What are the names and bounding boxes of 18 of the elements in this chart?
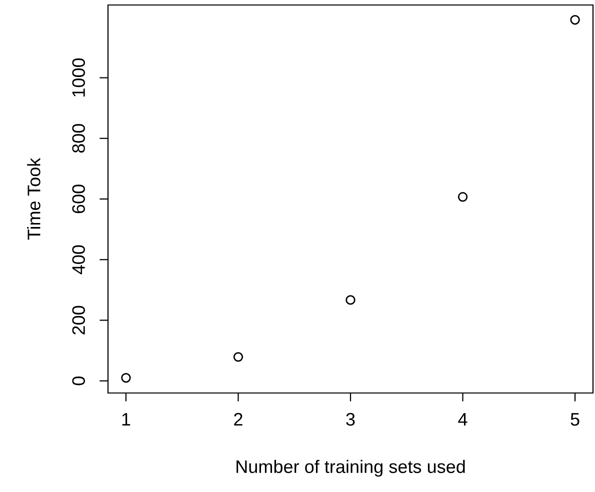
y-tick-label: 200 [72, 306, 85, 334]
y-tick-label: 0 [72, 376, 85, 386]
x-tick-label: 5 [570, 413, 580, 426]
y-tick-label: 800 [72, 124, 85, 153]
y-tick-label: 600 [72, 184, 85, 214]
point [346, 295, 356, 305]
x-tick-label: 3 [346, 412, 355, 426]
y-tick-label: 400 [72, 245, 85, 274]
point [570, 14, 580, 25]
point [458, 192, 468, 202]
x-tick-label: 1 [122, 413, 130, 426]
x-axis-title: Number of training sets used [236, 460, 465, 477]
point [121, 372, 131, 383]
x-tick-label: 4 [458, 413, 468, 426]
y-tick-label: 1000 [72, 58, 85, 96]
x-tick-label: 2 [234, 412, 242, 426]
point [233, 352, 244, 362]
y-axis-title: Time Took [27, 158, 40, 240]
